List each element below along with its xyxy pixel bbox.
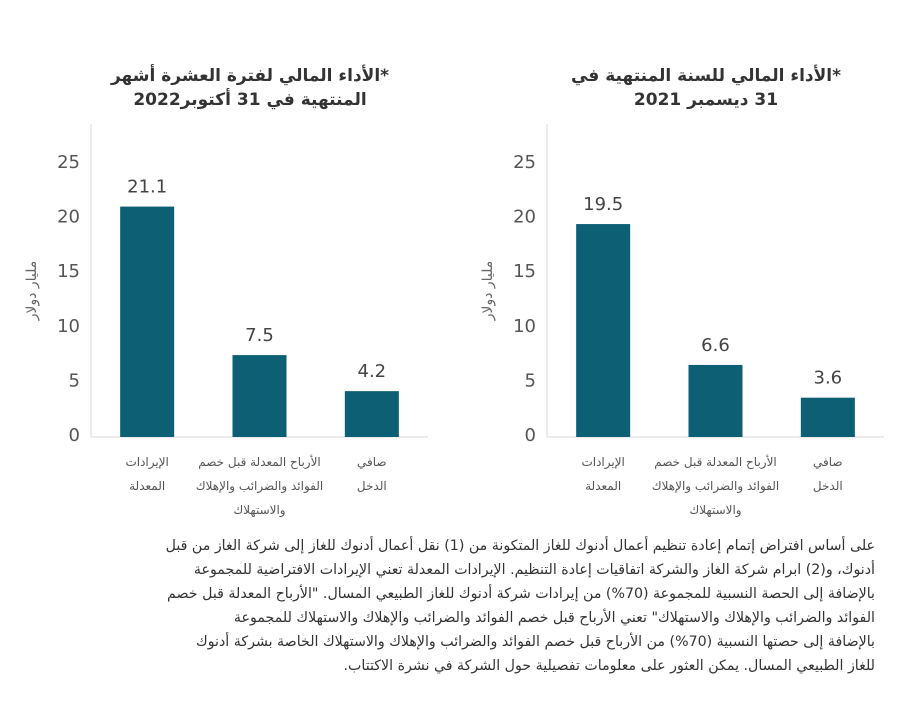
y-tick-label: 20 [513, 207, 536, 228]
chart-2022: *الأداء المالي لفترة العشرة أشهر المنتهي… [0, 0, 456, 530]
y-axis-label: مليار دولار [24, 261, 40, 322]
category-label: الفوائد والضرائب والإهلاك [652, 479, 779, 494]
footnote-line: الفوائد والضرائب والإهلاك والاستهلاك" تع… [233, 610, 875, 626]
bar [232, 355, 287, 437]
chart-2021: *الأداء المالي للسنة المنتهية في 31 ديسم… [456, 0, 912, 530]
footnote: على أساس افتراض إتمام إعادة تنظيم أعمال … [40, 534, 875, 678]
footnote-line: بالإضافة إلى الحصة النسبية للمجموعة (70%… [167, 586, 875, 602]
category-label: الفوائد والضرائب والإهلاك [196, 479, 323, 494]
data-label: 6.6 [701, 335, 730, 356]
data-label: 7.5 [245, 325, 274, 346]
footnote-line: للغاز الطبيعي المسال. يمكن العثور على مع… [343, 658, 875, 674]
y-tick-label: 25 [57, 152, 80, 173]
chart-title-line-2: المنتهية في 31 أكتوبر2022 [133, 90, 367, 110]
y-tick-label: 10 [513, 316, 536, 337]
bar [576, 224, 631, 437]
y-tick-label: 15 [513, 261, 536, 282]
bar [800, 397, 855, 437]
data-label: 3.6 [814, 368, 843, 389]
bar [688, 364, 743, 437]
chart-plot: 0 5 10 15 20 25 مليار دولار 21.1 الإيرادات المعدل… [24, 124, 428, 518]
category-label: الإيرادات [125, 455, 168, 470]
chart-plot: 0 5 10 15 20 25 مليار دولار 19.5 الإيرادات المعدل… [480, 124, 884, 518]
footnote-line: بالإضافة إلى حصتها النسبية (70%) من الأر… [196, 634, 875, 650]
y-axis-label: مليار دولار [480, 261, 496, 322]
chart-title-line-1: *الأداء المالي للسنة المنتهية في [570, 66, 842, 86]
category-label: الأرباح المعدلة قبل خصم [654, 454, 777, 470]
bar [344, 391, 399, 437]
category-label: المعدلة [585, 479, 621, 493]
category-label: الإيرادات [581, 455, 624, 470]
y-tick-label: 20 [57, 207, 80, 228]
chart-title-line-1: *الأداء المالي لفترة العشرة أشهر [110, 66, 390, 86]
footnote-line: على أساس افتراض إتمام إعادة تنظيم أعمال … [165, 538, 875, 554]
data-label: 19.5 [583, 194, 623, 215]
y-tick-label: 25 [513, 152, 536, 173]
y-tick-label: 5 [525, 370, 536, 391]
data-label: 4.2 [358, 361, 387, 382]
category-label: والاستهلاك [689, 503, 741, 518]
category-label: الدخل [813, 479, 843, 493]
category-label: الدخل [357, 479, 387, 493]
category-label: المعدلة [129, 479, 165, 493]
chart-title-line-2: 31 ديسمبر 2021 [633, 90, 779, 110]
y-tick-label: 0 [525, 425, 536, 446]
chart-title: *الأداء المالي للسنة المنتهية في 31 ديسم… [536, 64, 876, 112]
y-tick-label: 10 [57, 316, 80, 337]
category-label: الأرباح المعدلة قبل خصم [198, 454, 321, 470]
y-tick-label: 0 [69, 425, 80, 446]
footnote-line: أدنوك، و(2) ابرام شركة الغاز والشركة اتف… [193, 562, 875, 578]
y-tick-label: 15 [57, 261, 80, 282]
y-tick-label: 5 [69, 370, 80, 391]
bar [120, 206, 175, 437]
chart-title: *الأداء المالي لفترة العشرة أشهر المنتهي… [80, 64, 420, 112]
category-label: صافي [357, 455, 387, 469]
category-label: صافي [813, 455, 843, 469]
category-label: والاستهلاك [233, 503, 285, 518]
data-label: 21.1 [127, 177, 167, 198]
